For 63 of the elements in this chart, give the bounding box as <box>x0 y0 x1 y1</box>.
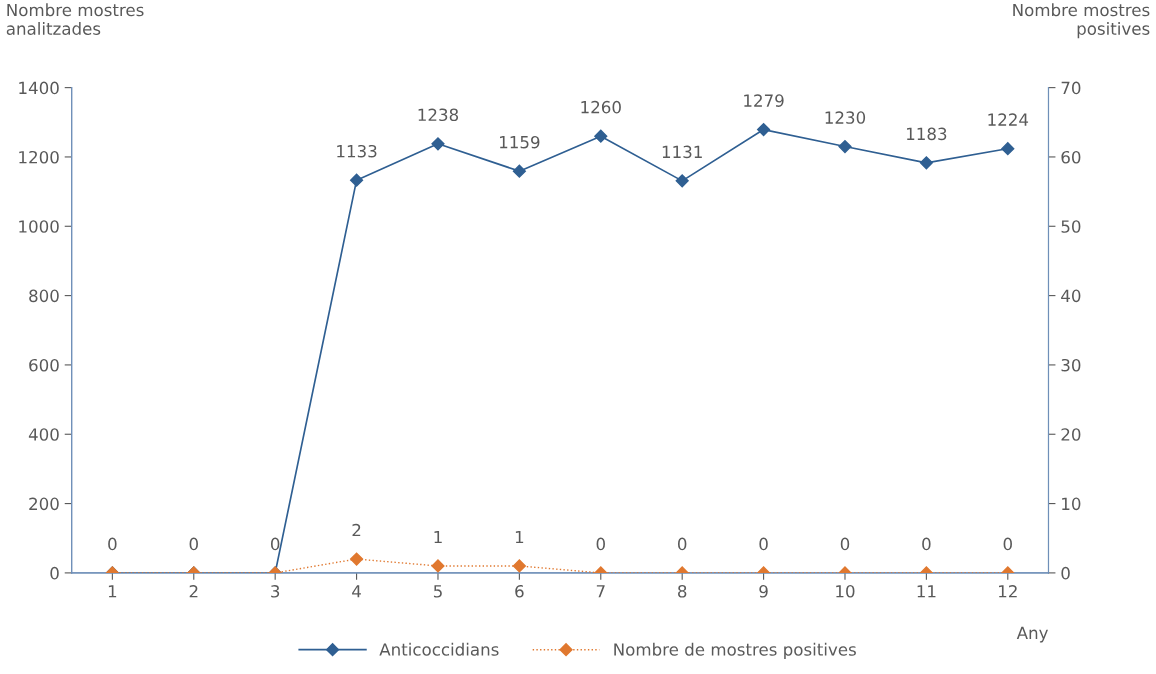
data-label: 0 <box>759 537 768 551</box>
point <box>838 139 852 154</box>
x-tick-label: 5 <box>433 585 442 598</box>
data-label: 1 <box>515 530 524 544</box>
y-tick-label: 1400 <box>19 81 59 95</box>
y2-tick-label: 50 <box>1061 220 1081 233</box>
x-tick-label: 7 <box>596 585 605 598</box>
data-label: 1183 <box>907 127 947 141</box>
data-label: 1 <box>434 530 442 544</box>
x-tick-label: 4 <box>352 585 361 598</box>
data-label: 0 <box>922 537 931 551</box>
x-tick-label: 12 <box>999 585 1017 598</box>
y2-axis-title: Nombre mostres positives <box>1013 3 1150 39</box>
data-label: 0 <box>677 537 687 551</box>
y2-tick-label: 70 <box>1061 81 1081 95</box>
data-label: 1260 <box>581 100 621 114</box>
data-label: 0 <box>596 537 605 551</box>
y-tick-label: 600 <box>29 358 59 372</box>
data-label: 0 <box>108 537 117 551</box>
x-tick-label: 10 <box>836 585 855 598</box>
point <box>431 137 445 151</box>
data-label: 1131 <box>662 145 702 159</box>
point <box>512 164 526 178</box>
data-label: 1159 <box>500 135 540 149</box>
x-tick-label: 3 <box>271 585 280 598</box>
point <box>349 173 364 187</box>
x-tick-label: 11 <box>917 585 936 598</box>
y2-tick-label: 10 <box>1062 497 1081 511</box>
y2-tick-label: 0 <box>1061 566 1070 580</box>
y2-tick-label: 60 <box>1061 150 1081 164</box>
legend-label: Nombre de mostres positives <box>614 642 856 659</box>
legend-label: Anticoccidians <box>379 642 499 656</box>
x-tick-label: 9 <box>759 585 768 598</box>
point <box>756 122 771 137</box>
x-tick-label: 8 <box>678 585 687 598</box>
y-tick-label: 200 <box>29 497 59 511</box>
data-label: 0 <box>270 537 280 551</box>
x-tick-label: 2 <box>189 585 198 598</box>
data-label: 1238 <box>418 108 459 122</box>
y-axis-title: Nombre mostres analitzades <box>6 3 144 35</box>
data-label: 0 <box>840 537 850 551</box>
data-label: 1230 <box>825 111 866 124</box>
y2-tick-label: 30 <box>1061 358 1081 372</box>
data-label: 0 <box>189 537 198 551</box>
data-label: 1279 <box>744 94 784 107</box>
y-tick-label: 800 <box>29 289 59 303</box>
y-tick-label: 1200 <box>19 150 59 164</box>
y-tick-label: 1000 <box>19 220 59 233</box>
data-label: 1224 <box>988 113 1029 126</box>
y2-tick-label: 40 <box>1061 289 1081 303</box>
point <box>594 129 608 143</box>
x-axis-title: Any <box>1016 626 1048 643</box>
data-label: 1133 <box>337 144 377 158</box>
data-label: 0 <box>1003 537 1012 551</box>
point <box>1001 142 1015 156</box>
x-tick-label: 6 <box>515 585 524 598</box>
y-tick-label: 0 <box>50 566 59 580</box>
data-label: 2 <box>352 523 361 537</box>
point <box>675 174 689 188</box>
point <box>919 156 933 170</box>
y-tick-label: 400 <box>28 428 59 441</box>
y2-tick-label: 20 <box>1061 428 1081 441</box>
x-tick-label: 1 <box>108 585 117 598</box>
